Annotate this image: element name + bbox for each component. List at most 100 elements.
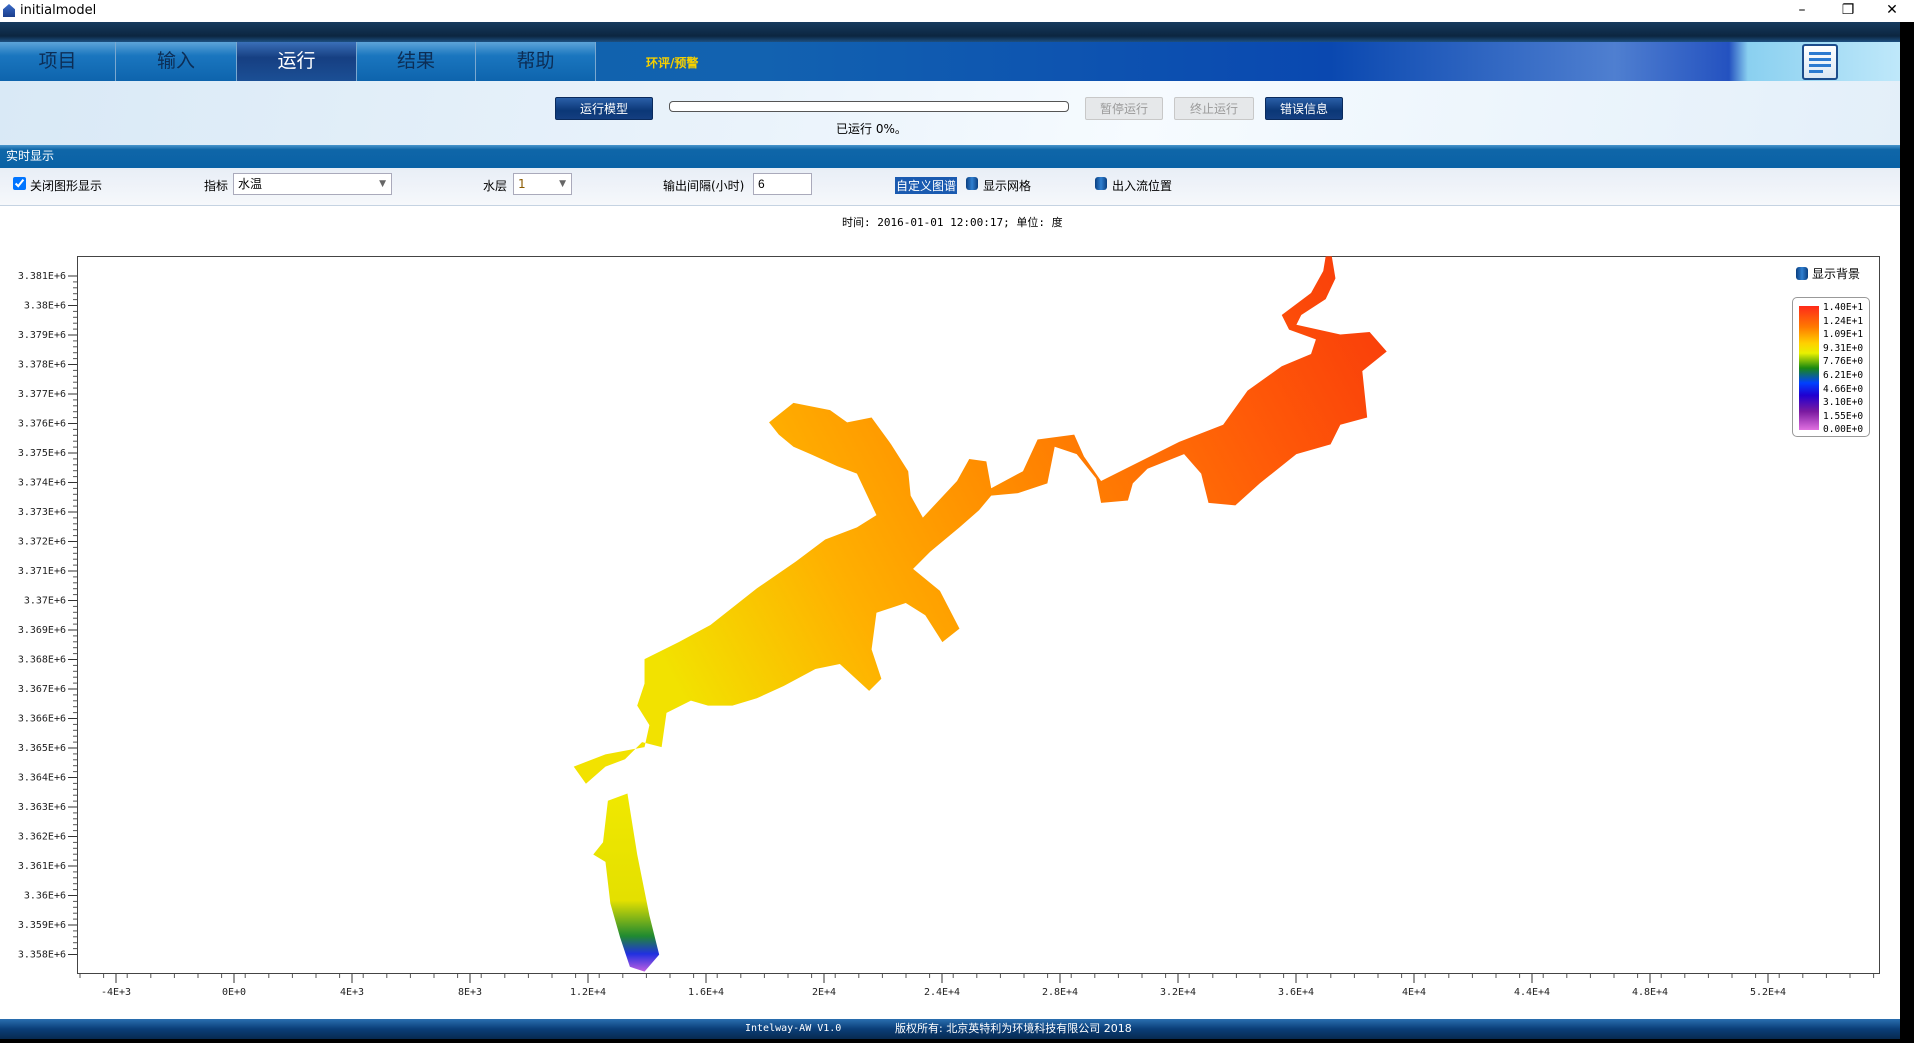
interval-input[interactable] [753,173,812,195]
y-tick-label: 3.379E+6 [18,330,66,341]
x-tick-label: 4E+3 [340,987,364,998]
y-tick-label: 3.377E+6 [18,389,66,400]
minimize-button[interactable]: – [1798,2,1806,18]
x-tick-label: 1.6E+4 [688,987,724,998]
y-tick-label: 3.36E+6 [24,891,66,902]
layer-label: 水层 [483,179,508,193]
tab-project[interactable]: 项目 [0,42,116,81]
section-header: 实时显示 [0,145,1900,168]
x-tick-label: 2E+4 [812,987,836,998]
copyright-text: 版权所有: 北京英特利为环境科技有限公司 2018 [895,1022,1132,1035]
window-title: initialmodel [20,3,97,18]
x-tick-label: 2.8E+4 [1042,987,1078,998]
tab-input[interactable]: 输入 [116,42,237,81]
y-tick-label: 3.368E+6 [18,655,66,666]
y-tick-label: 3.362E+6 [18,832,66,843]
show-background-checkbox[interactable] [1796,267,1808,280]
window-edge [1900,22,1914,1043]
river-temperature-field [573,256,1387,972]
x-tick-label: -4E+3 [101,987,131,998]
y-tick-label: 3.367E+6 [18,684,66,695]
x-tick-label: 4.4E+4 [1514,987,1550,998]
close-graphics-checkbox[interactable] [13,177,26,190]
y-tick-label: 3.373E+6 [18,507,66,518]
main-tabs: 项目 输入 运行 结果 帮助 环评/预警 [0,42,1900,81]
river-main-body [573,256,1387,784]
legend-label: 6.21E+0 [1823,370,1864,381]
y-tick-label: 3.369E+6 [18,625,66,636]
river-south-reach [593,793,660,972]
version-text: Intelway-AW V1.0 [745,1023,842,1034]
show-background-label: 显示背景 [1812,267,1861,281]
close-graphics-label: 关闭图形显示 [30,179,103,193]
y-tick-label: 3.359E+6 [18,920,66,931]
chevron-down-icon: ▼ [559,179,566,189]
y-tick-label: 3.374E+6 [18,478,66,489]
layer-select[interactable]: 1 ▼ [513,173,572,195]
y-tick-label: 3.365E+6 [18,743,66,754]
x-tick-label: 0E+0 [222,987,246,998]
x-tick-label: 5.2E+4 [1750,987,1786,998]
alert-link[interactable]: 环评/预警 [646,56,699,70]
close-button[interactable]: ✕ [1886,2,1898,18]
y-tick-label: 3.37E+6 [24,596,66,607]
run-progress-bar [669,101,1069,112]
run-model-button[interactable]: 运行模型 [555,97,653,120]
legend-label: 1.40E+1 [1823,302,1864,313]
show-grid-label: 显示网格 [983,179,1032,193]
x-tick-label: 8E+3 [458,987,482,998]
y-tick-label: 3.378E+6 [18,360,66,371]
inout-position-checkbox[interactable] [1095,177,1107,190]
y-tick-label: 3.375E+6 [18,448,66,459]
legend-label: 4.66E+0 [1823,383,1864,395]
x-tick-label: 3.2E+4 [1160,987,1196,998]
x-tick-label: 2.4E+4 [924,987,960,998]
indicator-select[interactable]: 水温 ▼ [233,173,392,195]
x-tick-label: 1.2E+4 [570,987,606,998]
y-tick-label: 3.376E+6 [18,419,66,430]
app-icon [3,4,15,17]
restore-button[interactable]: ❐ [1841,2,1855,18]
pause-button[interactable]: 暂停运行 [1085,97,1163,120]
interval-label: 输出间隔(小时) [663,179,745,193]
legend-label: 1.24E+1 [1823,315,1864,327]
colorbar [1799,306,1819,430]
error-info-button[interactable]: 错误信息 [1265,97,1343,120]
x-tick-label: 4E+4 [1402,987,1426,998]
y-tick-label: 3.366E+6 [18,714,66,725]
tab-run[interactable]: 运行 [237,42,357,81]
indicator-value: 水温 [238,177,263,191]
header-band [0,22,1900,42]
chevron-down-icon: ▼ [379,179,386,189]
indicator-label: 指标 [204,179,229,193]
stop-button[interactable]: 终止运行 [1174,97,1254,120]
legend-label: 9.31E+0 [1823,342,1864,354]
y-tick-label: 3.372E+6 [18,537,66,548]
custom-colormap-button[interactable]: 自定义图谱 [895,177,958,194]
x-tick-label: 4.8E+4 [1632,987,1668,998]
y-tick-label: 3.38E+6 [24,301,66,312]
layer-value: 1 [518,177,526,191]
show-grid-checkbox[interactable] [966,177,978,190]
y-tick-label: 3.358E+6 [18,950,66,961]
color-legend: 1.40E+1 1.24E+1 1.09E+1 9.31E+0 7.76E+0 6.21E… [1792,297,1870,437]
inout-position-label: 出入流位置 [1112,179,1173,193]
y-tick-label: 3.381E+6 [18,271,66,282]
tab-help[interactable]: 帮助 [476,42,596,81]
legend-label: 3.10E+0 [1823,397,1864,409]
notes-edit-icon[interactable] [1802,44,1838,80]
status-bar: Intelway-AW V1.0 版权所有: 北京英特利为环境科技有限公司 20… [0,1019,1900,1039]
tab-results[interactable]: 结果 [357,42,476,81]
y-tick-label: 3.371E+6 [18,566,66,577]
legend-label: 1.09E+1 [1823,329,1864,341]
y-tick-label: 3.361E+6 [18,861,66,872]
title-bar: initialmodel – ❐ ✕ [0,0,1914,22]
y-tick-label: 3.363E+6 [18,802,66,813]
legend-label: 7.76E+0 [1823,356,1864,368]
axes: 3.381E+6 3.38E+6 3.379E+6 3.378E+6 3.377E+6 3… [18,271,1875,998]
plot-area[interactable] [77,256,1880,974]
window-edge-bottom [0,1039,1900,1043]
x-tick-label: 3.6E+4 [1278,987,1314,998]
progress-text: 已运行 0%。 [836,122,907,136]
